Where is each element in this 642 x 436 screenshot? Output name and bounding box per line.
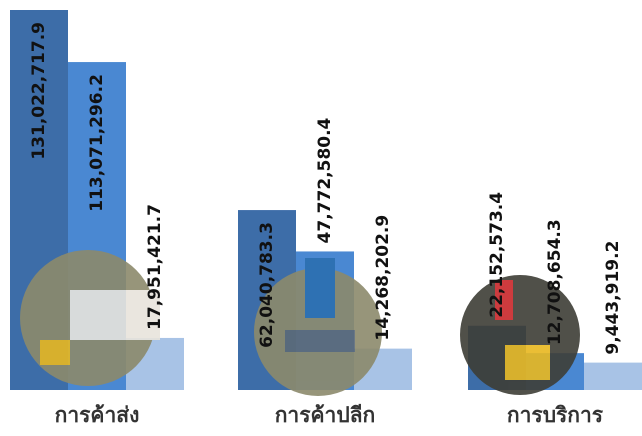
- bar: [584, 362, 642, 390]
- category-label: การบริการ: [507, 403, 604, 427]
- cleaning-machine: [505, 345, 550, 380]
- value-label: 113,071,296.2: [87, 74, 107, 212]
- label-area: การค้าส่ง 131,022,717.9 113,071,296.2 17,95…: [29, 22, 623, 427]
- category-label: การค้าส่ง: [55, 403, 140, 427]
- value-label: 62,040,783.3: [257, 222, 277, 348]
- value-label: 47,772,580.4: [315, 117, 335, 243]
- fridge: [305, 258, 335, 318]
- value-label: 22,152,573.4: [487, 192, 507, 318]
- value-label: 9,443,919.2: [603, 241, 623, 355]
- counter: [285, 330, 355, 352]
- category-label: การค้าปลีก: [275, 403, 376, 427]
- value-label: 12,708,654.3: [545, 219, 565, 345]
- forklift: [40, 340, 70, 365]
- door: [495, 280, 513, 320]
- value-label: 131,022,717.9: [29, 22, 49, 160]
- value-label: 17,951,421.7: [145, 204, 165, 330]
- truck: [70, 290, 160, 340]
- illustrations: [20, 250, 580, 396]
- value-label: 14,268,202.9: [373, 215, 393, 341]
